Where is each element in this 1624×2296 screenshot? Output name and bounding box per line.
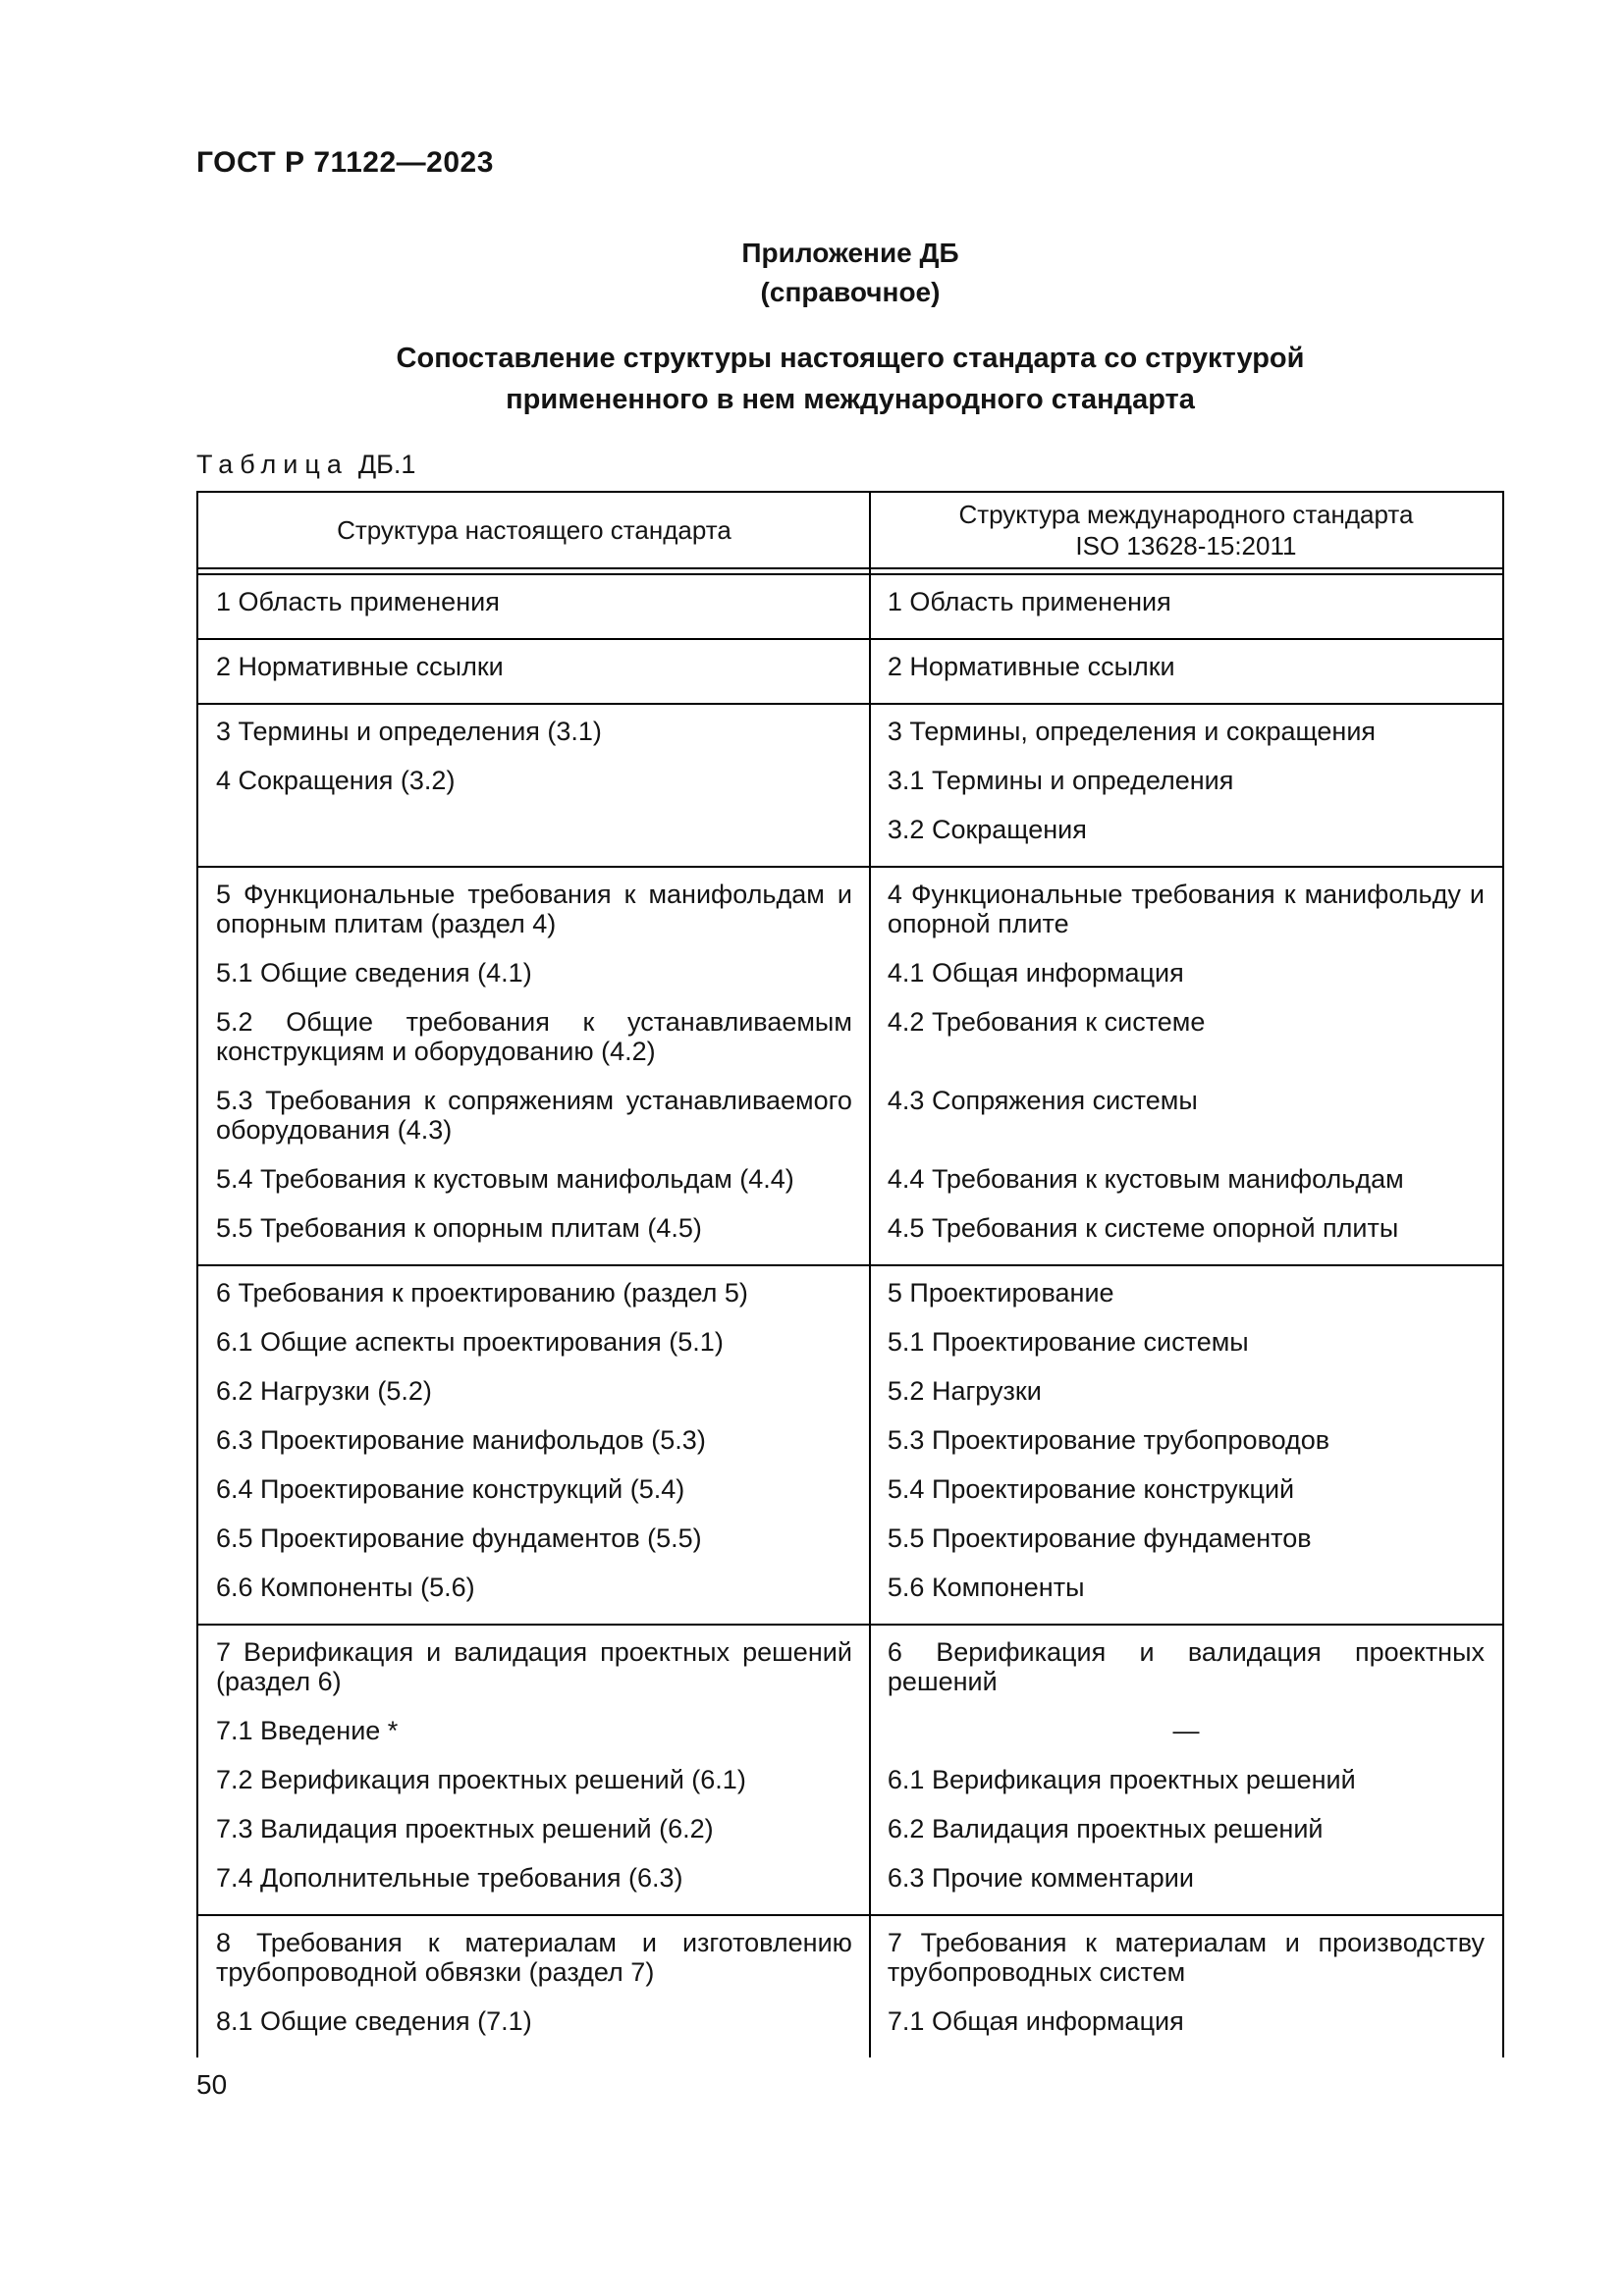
left-cell-paragraph	[198, 815, 870, 844]
right-cell-paragraph: 6 Верификация и валидация проектных реше…	[887, 1637, 1485, 1696]
page-title: Сопоставление структуры настоящего станд…	[196, 338, 1504, 420]
right-cell-paragraph: 7 Требования к материалам и производству…	[887, 1928, 1485, 1987]
right-cell-paragraph: 6.2 Валидация проектных решений	[887, 1814, 1324, 1843]
right-cell-paragraph: 5.3 Проектирование трубопроводов	[887, 1425, 1330, 1455]
col-header-right-line1: Структура международного стандарта	[958, 500, 1414, 529]
right-cell-paragraph: 3 Термины, определения и сокращения	[887, 717, 1377, 746]
right-cell-paragraph: 6.1 Верификация проектных решений	[887, 1765, 1356, 1794]
table-row: 3 Термины и определения (3.1) 3 Термины, …	[198, 705, 1502, 868]
col-header-right: Структура международного стандарта ISO 1…	[870, 499, 1502, 561]
right-cell-paragraph: 4.1 Общая информация	[887, 958, 1184, 988]
content-column: ГОСТ Р 71122—2023 Приложение ДБ (справоч…	[196, 0, 1504, 2057]
right-cell-paragraph: 5.1 Проектирование системы	[887, 1327, 1249, 1357]
right-cell-paragraph: 4 Функциональные требования к манифольду…	[887, 880, 1485, 938]
right-cell-paragraph: 5.6 Компоненты	[887, 1573, 1085, 1602]
right-cell-paragraph: 5.5 Проектирование фундаментов	[887, 1523, 1312, 1553]
appendix-label: Приложение ДБ	[741, 238, 959, 268]
column-separator-line	[868, 493, 871, 2057]
right-cell-paragraph: 5 Проектирование	[887, 1278, 1114, 1308]
right-cell-paragraph: 2 Нормативные ссылки	[887, 652, 1175, 681]
table-row: 2 Нормативные ссылки 2 Нормативные ссылки	[198, 640, 1502, 705]
page-title-line1: Сопоставление структуры настоящего станд…	[396, 343, 1305, 374]
left-cell-paragraph: 8 Требования к материалам и изготовлению…	[216, 1928, 852, 1987]
left-cell-paragraph: 4 Сокращения (3.2)	[216, 766, 456, 795]
table-row: 6 Требования к проектированию (раздел 5)…	[198, 1266, 1502, 1626]
header-double-rule	[198, 569, 1502, 575]
doc-code: ГОСТ Р 71122—2023	[196, 146, 494, 179]
col-header-right-line2: ISO 13628-15:2011	[1075, 531, 1297, 561]
left-cell-paragraph: 7.3 Валидация проектных решений (6.2)	[216, 1814, 714, 1843]
col-header-left: Структура настоящего стандарта	[337, 515, 731, 545]
right-cell-paragraph: 1 Область применения	[887, 587, 1171, 616]
right-cell-paragraph: 6.3 Прочие комментарии	[887, 1863, 1194, 1893]
left-cell-paragraph: 5.4 Требования к кустовым манифольдам (4…	[216, 1164, 794, 1194]
table-row: 8 Требования к материалам и изготовлению…	[198, 1916, 1502, 2057]
table-row: 5 Функциональные требования к манифольда…	[198, 868, 1502, 1266]
table-row: 7 Верификация и валидация проектных реше…	[198, 1626, 1502, 1916]
left-cell-paragraph: 6.1 Общие аспекты проектирования (5.1)	[216, 1327, 724, 1357]
left-cell-paragraph: 6.5 Проектирование фундаментов (5.5)	[216, 1523, 702, 1553]
appendix-heading: Приложение ДБ (справочное)	[196, 234, 1504, 312]
left-cell-paragraph: 5.3 Требования к сопряжениям устанавлива…	[216, 1086, 852, 1145]
left-cell-paragraph: 8.1 Общие сведения (7.1)	[216, 2006, 532, 2036]
table-caption: Таблица ДБ.1	[196, 450, 1504, 479]
left-cell-paragraph: 7.1 Введение *	[216, 1716, 399, 1745]
right-cell-paragraph: 4.4 Требования к кустовым манифольдам	[887, 1164, 1404, 1194]
left-cell-paragraph: 3 Термины и определения (3.1)	[216, 717, 602, 746]
left-cell-paragraph: 6.2 Нагрузки (5.2)	[216, 1376, 432, 1406]
table-caption-number: ДБ.1	[357, 450, 416, 479]
right-cell-paragraph: 5.4 Проектирование конструкций	[887, 1474, 1295, 1504]
left-cell-paragraph: 5 Функциональные требования к манифольда…	[216, 880, 852, 938]
left-cell-paragraph: 6 Требования к проектированию (раздел 5)	[216, 1278, 748, 1308]
right-cell-paragraph: 7.1 Общая информация	[887, 2006, 1184, 2036]
left-cell-paragraph: 2 Нормативные ссылки	[216, 652, 504, 681]
right-cell-paragraph: 4.5 Требования к системе опорной плиты	[887, 1213, 1399, 1243]
table-header-row: Структура настоящего стандарта Структура…	[198, 493, 1502, 569]
right-cell-paragraph: —	[1172, 1716, 1200, 1745]
page-number: 50	[196, 2069, 228, 2100]
comparison-table: Структура настоящего стандарта Структура…	[196, 491, 1504, 2057]
left-cell-paragraph: 7.4 Дополнительные требования (6.3)	[216, 1863, 683, 1893]
right-cell-paragraph: 3.1 Термины и определения	[887, 766, 1234, 795]
right-cell-paragraph: 4.3 Сопряжения системы	[887, 1086, 1198, 1115]
left-cell-paragraph: 6.4 Проектирование конструкций (5.4)	[216, 1474, 685, 1504]
right-cell-paragraph: 3.2 Сокращения	[887, 815, 1087, 844]
table-caption-word: Таблица	[196, 450, 349, 479]
left-cell-paragraph: 5.1 Общие сведения (4.1)	[216, 958, 532, 988]
left-cell-paragraph: 1 Область применения	[216, 587, 500, 616]
left-cell-paragraph: 6.3 Проектирование манифольдов (5.3)	[216, 1425, 706, 1455]
left-cell-paragraph: 6.6 Компоненты (5.6)	[216, 1573, 475, 1602]
page-title-line2: примененного в нем международного станда…	[506, 384, 1195, 415]
left-cell-paragraph: 5.2 Общие требования к устанавливаемым к…	[216, 1007, 852, 1066]
table-row: 1 Область применения 1 Область применения	[198, 575, 1502, 640]
left-cell-paragraph: 7.2 Верификация проектных решений (6.1)	[216, 1765, 746, 1794]
table-body: 1 Область применения 1 Область применения…	[198, 575, 1502, 2057]
right-cell-paragraph: 4.2 Требования к системе	[887, 1007, 1206, 1037]
right-cell-paragraph: 5.2 Нагрузки	[887, 1376, 1042, 1406]
left-cell-paragraph: 5.5 Требования к опорным плитам (4.5)	[216, 1213, 702, 1243]
appendix-type: (справочное)	[760, 277, 941, 307]
left-cell-paragraph: 7 Верификация и валидация проектных реше…	[216, 1637, 852, 1696]
